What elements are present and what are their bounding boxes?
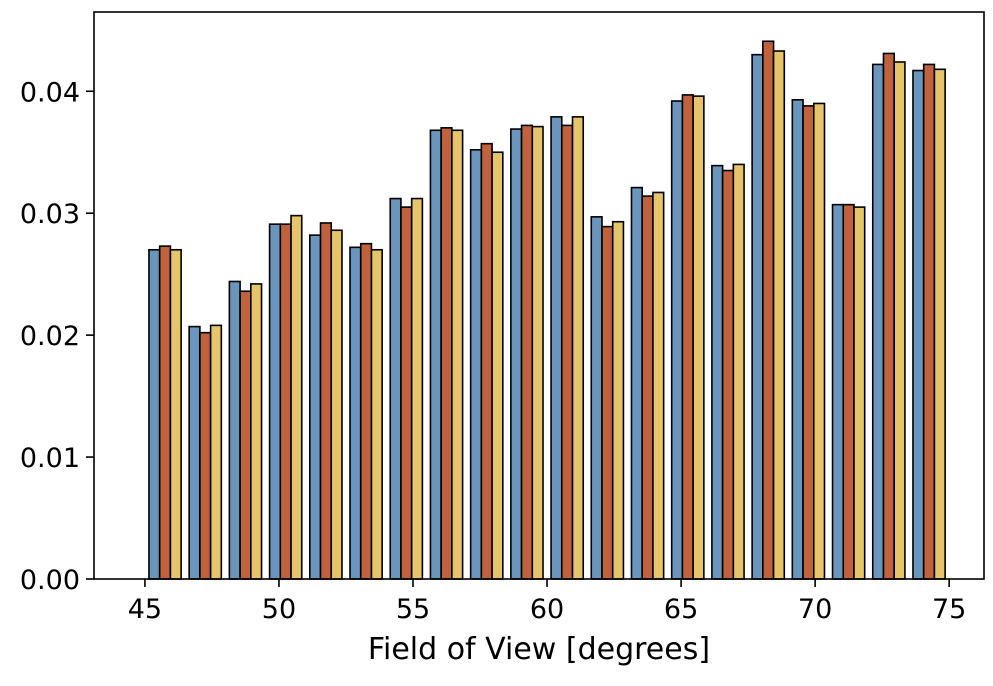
bar [389,197,402,580]
bar [290,214,303,580]
bar [560,124,574,580]
bar [652,191,665,580]
bar [721,169,735,580]
bar [641,195,654,580]
bar [601,225,614,580]
bar [842,203,855,580]
bar [812,102,826,580]
y-tick-label: 0.01 [20,443,80,474]
bar [188,325,201,580]
bar [762,40,775,580]
x-tick-label: 50 [262,594,296,625]
bar [871,63,885,580]
x-tick-label: 65 [664,594,698,625]
bar [349,246,362,580]
x-tick-label: 55 [396,594,430,625]
bar [400,206,413,580]
bar [630,186,644,580]
bar [670,100,684,580]
y-tick-label: 0.03 [20,199,80,230]
bar [711,164,724,580]
bar [882,52,895,580]
bar [831,203,845,580]
bar [440,127,453,580]
bar [912,69,925,580]
bar [250,283,263,580]
x-tick-label: 70 [798,594,832,625]
bar [491,151,504,580]
bar [893,61,906,580]
bar [510,128,523,580]
bar [268,223,282,580]
bar [922,63,936,580]
bar [571,116,585,580]
bar [148,248,161,580]
bar [308,234,322,580]
y-axis-ticks: 0.00 0.01 0.02 0.03 0.04 [20,77,94,596]
bar [531,125,544,580]
bar [802,105,815,580]
bar [169,248,182,580]
x-tick-label: 75 [932,594,966,625]
bar [330,229,343,580]
y-tick-label: 0.04 [20,77,80,108]
bar [853,206,866,580]
plot-frame [93,11,985,580]
bar [199,331,212,580]
bar [772,50,786,580]
bar [319,222,333,580]
bar [550,116,563,580]
bar [209,324,223,580]
x-axis-label: Field of View [degrees] [368,632,710,667]
y-tick-label: 0.00 [20,565,80,596]
y-tick-label: 0.02 [20,321,80,352]
bar [279,223,292,580]
x-tick-label: 45 [128,594,162,625]
bar [228,280,241,580]
bar [520,124,534,580]
bar [732,163,745,580]
bar [480,142,493,580]
bar [451,129,464,580]
bar [370,248,383,580]
bar [933,68,946,580]
bar [590,216,603,580]
bar [429,129,442,580]
bar [469,148,483,580]
bar [239,290,252,580]
bar [158,245,172,580]
bar [751,53,764,580]
bars-layer [148,40,946,580]
x-axis-ticks: 45 50 55 60 65 70 75 [128,579,966,625]
bar [611,220,625,580]
bar [681,94,694,580]
x-tick-label: 60 [530,594,564,625]
bar [692,95,705,580]
bar [410,197,424,580]
bar [359,242,373,580]
bar [791,98,804,580]
